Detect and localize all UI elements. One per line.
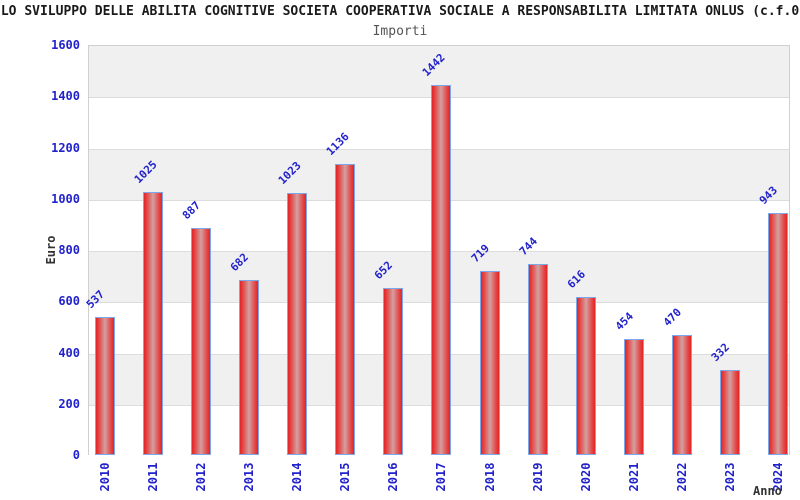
y-tick-label-800: 800: [58, 243, 80, 257]
x-tick-label-2011: 2011: [146, 462, 161, 492]
x-tick-label-2012: 2012: [194, 462, 209, 492]
bar-2017: [431, 85, 452, 455]
y-tick-label-0: 0: [72, 448, 80, 462]
bar-2010: [95, 317, 115, 455]
x-tick-label-2016: 2016: [386, 462, 401, 492]
y-tick-label-1000: 1000: [51, 191, 80, 206]
x-tick-label-2017: 2017: [434, 462, 449, 492]
y-tick-label-600: 600: [58, 294, 80, 309]
x-tick-label-2020: 2020: [578, 462, 593, 492]
bar-2023: [719, 369, 740, 455]
x-tick-label-2013: 2013: [242, 462, 257, 492]
x-tick-label-2010: 2010: [98, 462, 112, 492]
y-tick-label-1600: 1600: [51, 38, 80, 52]
bar-2013: [239, 280, 260, 455]
chart-title: O PER LO SVILUPPO DELLE ABILITA COGNITIV…: [0, 4, 800, 19]
bar-2014: [287, 192, 308, 455]
y-tick-label-400: 400: [58, 345, 80, 360]
bar-2016: [383, 287, 404, 455]
x-tick-label-2019: 2019: [530, 462, 545, 492]
x-tick-label-2015: 2015: [338, 462, 353, 492]
bar-2024: [767, 213, 788, 455]
bar-2019: [527, 264, 548, 455]
bar-2015: [335, 163, 356, 455]
bar-2020: [575, 297, 596, 455]
chart-subtitle: Importi: [372, 24, 428, 39]
bar-2012: [191, 227, 212, 455]
y-tick-label-1400: 1400: [51, 89, 80, 104]
y-tick-label-200: 200: [58, 396, 80, 411]
x-tick-label-2018: 2018: [482, 462, 497, 492]
x-tick-label-2021: 2021: [626, 462, 641, 492]
x-tick-label-2023: 2023: [722, 462, 737, 492]
x-tick-label-2014: 2014: [290, 462, 305, 492]
x-tick-label-2022: 2022: [674, 462, 689, 492]
bar-2018: [479, 270, 500, 455]
x-axis-title: Anno: [753, 484, 782, 498]
bar-2021: [623, 338, 644, 455]
y-axis-title: Euro: [44, 235, 58, 265]
y-tick-label-1200: 1200: [51, 140, 80, 155]
bar-2011: [143, 192, 164, 455]
bar-2022: [671, 334, 692, 455]
